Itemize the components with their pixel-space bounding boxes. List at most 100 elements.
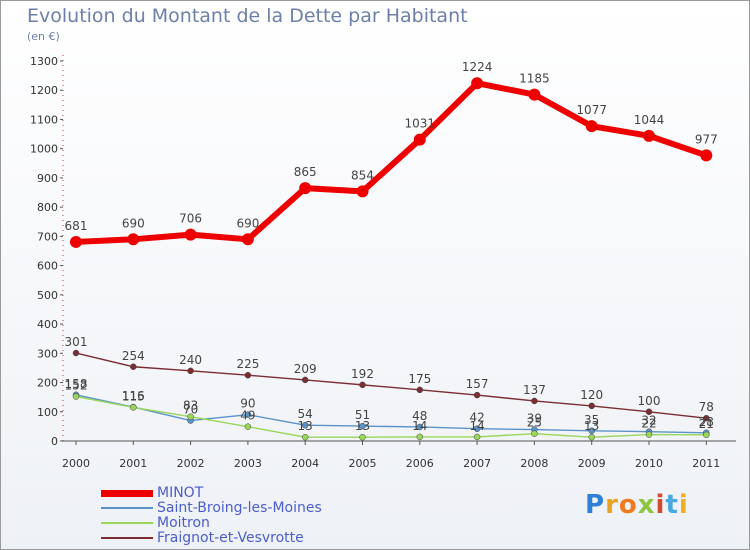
data-point (244, 411, 252, 418)
data-label: 13 (355, 419, 370, 433)
y-tick-label: 1100 (30, 113, 58, 126)
data-point (703, 431, 710, 439)
data-point (703, 414, 710, 422)
data-point (588, 427, 595, 435)
x-tick-label: 2008 (520, 457, 548, 470)
data-point (416, 433, 424, 441)
series-line-0 (75, 80, 708, 245)
data-point (473, 433, 481, 441)
chart-title: Evolution du Montant de la Dette par Hab… (27, 5, 468, 27)
y-tick-label: 100 (37, 406, 58, 419)
x-tick-label: 2006 (406, 457, 434, 470)
logo-letter: r (605, 490, 619, 520)
data-label: 681 (65, 219, 88, 233)
legend-swatch (101, 507, 153, 509)
data-label: 240 (179, 353, 202, 367)
legend-item: Saint-Broing-les-Moines (101, 500, 322, 516)
data-label: 28 (699, 415, 714, 429)
data-label: 152 (65, 379, 88, 393)
data-label: 690 (122, 216, 145, 230)
data-label: 175 (408, 372, 431, 386)
x-tick-label: 2005 (349, 457, 377, 470)
x-tick-label: 2004 (291, 457, 319, 470)
data-point (471, 77, 484, 90)
data-label: 854 (351, 168, 374, 182)
data-label: 54 (298, 407, 313, 421)
data-point (359, 422, 366, 430)
y-tick-label: 1200 (30, 84, 58, 97)
data-label: 706 (179, 212, 202, 226)
y-tick-label: 500 (37, 289, 58, 302)
data-point (416, 386, 424, 394)
x-tick-label: 2003 (234, 457, 262, 470)
data-label: 209 (294, 362, 317, 376)
x-tick-label: 2009 (578, 457, 606, 470)
data-point (301, 433, 309, 441)
x-tick-label: 2007 (463, 457, 491, 470)
y-tick-label: 700 (37, 230, 58, 243)
x-tick-label: 2001 (119, 457, 147, 470)
data-label: 120 (580, 388, 603, 402)
data-label: 1185 (519, 72, 550, 86)
data-point (643, 129, 655, 142)
data-label: 100 (638, 394, 661, 408)
data-label: 254 (122, 349, 145, 363)
data-label: 158 (65, 377, 88, 391)
logo-letter: t (665, 490, 679, 520)
proxiti-logo: Proxiti (585, 490, 689, 520)
data-point (130, 404, 137, 411)
data-label: 865 (294, 165, 317, 179)
data-point (416, 423, 424, 431)
data-point (356, 185, 369, 198)
data-point (359, 381, 366, 389)
x-tick-label: 2010 (635, 457, 663, 470)
data-point (473, 425, 481, 432)
series-line-2 (75, 395, 707, 438)
data-label: 1044 (634, 113, 665, 127)
data-point (299, 182, 312, 195)
data-label: 42 (469, 411, 484, 425)
legend-swatch (101, 489, 153, 497)
data-label: 14 (412, 419, 427, 433)
data-label: 21 (699, 417, 714, 431)
logo-letter: x (637, 490, 656, 520)
data-point (359, 433, 366, 441)
unit-label: (en €) (27, 30, 60, 43)
data-point (528, 88, 541, 101)
data-point (301, 421, 309, 429)
data-point (70, 235, 82, 248)
data-label: 115 (122, 389, 145, 403)
x-tick-label: 2011 (692, 457, 720, 470)
logo-letter: i (678, 490, 689, 520)
data-point (645, 431, 653, 438)
data-point (184, 228, 197, 241)
data-point (241, 233, 254, 246)
y-tick-label: 1300 (30, 55, 58, 68)
data-point (127, 233, 140, 246)
data-label: 1031 (405, 117, 436, 131)
data-label: 13 (584, 419, 599, 433)
data-label: 78 (699, 400, 714, 414)
y-tick-label: 900 (37, 172, 58, 185)
data-label: 83 (183, 399, 198, 413)
legend-label: MINOT (157, 485, 204, 501)
legend-item: Moitron (101, 515, 210, 531)
data-label: 22 (641, 417, 656, 431)
data-point (72, 393, 80, 400)
data-point (585, 120, 598, 133)
series-line-3 (75, 352, 707, 419)
data-point (301, 376, 309, 384)
y-tick-label: 800 (37, 201, 58, 214)
data-point (413, 133, 426, 146)
data-point (473, 391, 481, 399)
legend-label: Fraignot-et-Vesvrotte (157, 530, 304, 546)
data-label: 39 (527, 412, 542, 426)
data-point (588, 402, 595, 410)
y-tick-label: 400 (37, 318, 58, 331)
y-tick-label: 1000 (30, 143, 58, 156)
data-label: 14 (469, 419, 484, 433)
legend-label: Saint-Broing-les-Moines (157, 500, 322, 516)
data-label: 49 (240, 409, 255, 423)
